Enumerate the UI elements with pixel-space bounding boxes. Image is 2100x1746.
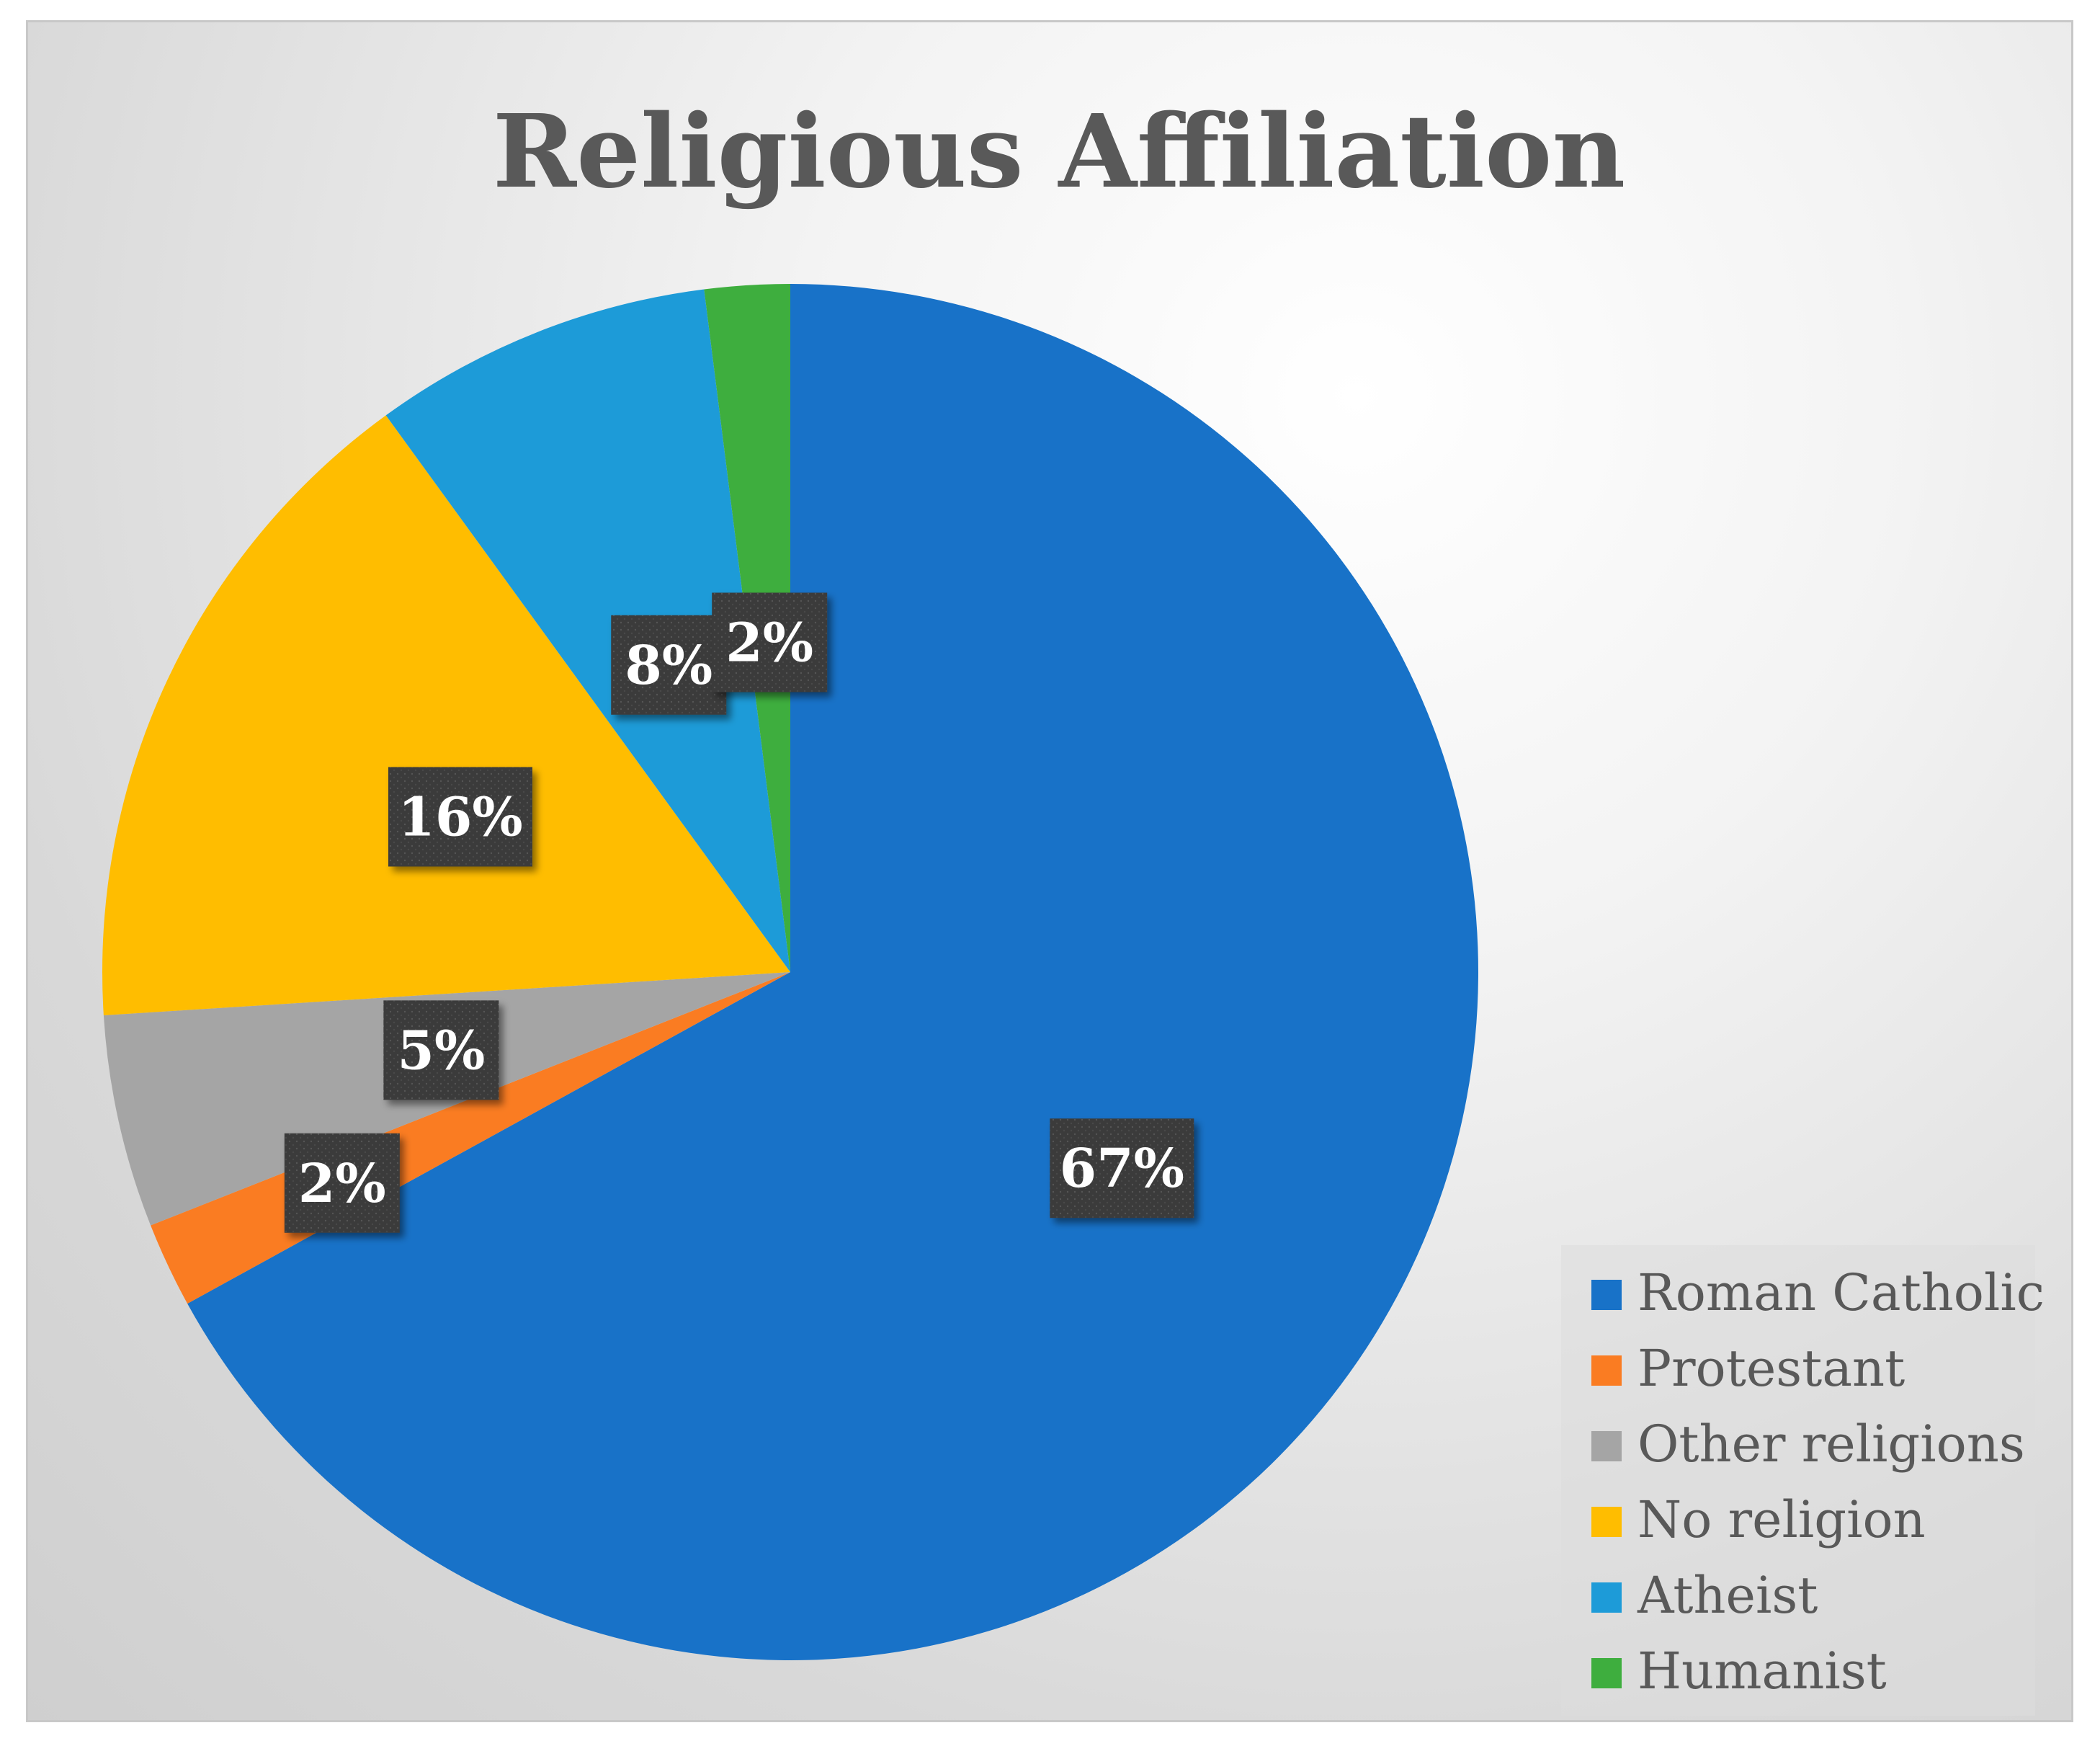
data-label-humanist: 2%: [712, 592, 828, 692]
data-label-box: [284, 1133, 400, 1233]
data-label-atheist: 8%: [611, 615, 727, 715]
data-label-box: [383, 1000, 499, 1100]
data-label-box: [611, 615, 727, 715]
legend-label: No religion: [1637, 1490, 1926, 1549]
legend-item-roman-catholic: Roman Catholic: [1591, 1263, 2045, 1322]
legend: Roman Catholic Protestant Other religions N…: [1561, 1245, 2045, 1716]
data-labels: 67%2%5%16%8% 2%: [284, 592, 1194, 1233]
legend-swatch: [1591, 1507, 1622, 1537]
legend-item-protestant: Protestant: [1591, 1339, 1905, 1398]
pie-slice-atheist: [385, 289, 790, 972]
data-label-text: 67%: [1060, 1138, 1184, 1200]
data-label-text: 8%: [625, 635, 712, 697]
data-label-box: [388, 767, 533, 867]
data-label-protestant: 2%: [284, 1133, 400, 1233]
data-label-no-religion: 16%: [388, 767, 533, 867]
legend-label: Other religions: [1637, 1415, 2025, 1474]
legend-swatch: [1591, 1431, 1622, 1461]
legend-item-no-religion: No religion: [1591, 1490, 1926, 1549]
data-label-text: 16%: [398, 786, 522, 848]
legend-label: Protestant: [1637, 1339, 1905, 1398]
legend-item-other-religions: Other religions: [1591, 1415, 2025, 1474]
legend-item-humanist: Humanist: [1591, 1642, 1887, 1701]
data-label-box: [712, 592, 828, 692]
data-label-roman-catholic: 67%: [1050, 1118, 1194, 1219]
legend-swatch: [1591, 1658, 1622, 1688]
pie-chart: Religious Affiliation 67%2%5%16%8% 2% Rom…: [102, 93, 2045, 1716]
legend-swatch: [1591, 1355, 1622, 1386]
chart-title: Religious Affiliation: [493, 93, 1625, 211]
data-label-text: 2%: [298, 1153, 386, 1215]
legend-swatch: [1591, 1280, 1622, 1310]
pie-slice-roman-catholic: [187, 284, 1479, 1661]
data-label-box: [1050, 1118, 1194, 1219]
legend-box: [1561, 1245, 2035, 1716]
pie-slice-no-religion: [102, 415, 790, 1015]
legend-label: Atheist: [1637, 1566, 1818, 1625]
legend-label: Roman Catholic: [1637, 1263, 2045, 1322]
data-label-text: 5%: [397, 1020, 485, 1082]
pie-slices: [102, 284, 1479, 1661]
legend-item-atheist: Atheist: [1591, 1566, 1818, 1625]
chart-frame: Religious Affiliation 67% 2% 5% 16% 8% 2% Rom…: [26, 20, 2073, 1722]
legend-swatch: [1591, 1582, 1622, 1613]
data-label-text: 2%: [725, 613, 813, 674]
legend-label: Humanist: [1637, 1642, 1887, 1701]
data-label-other-religions: 5%: [383, 1000, 499, 1100]
